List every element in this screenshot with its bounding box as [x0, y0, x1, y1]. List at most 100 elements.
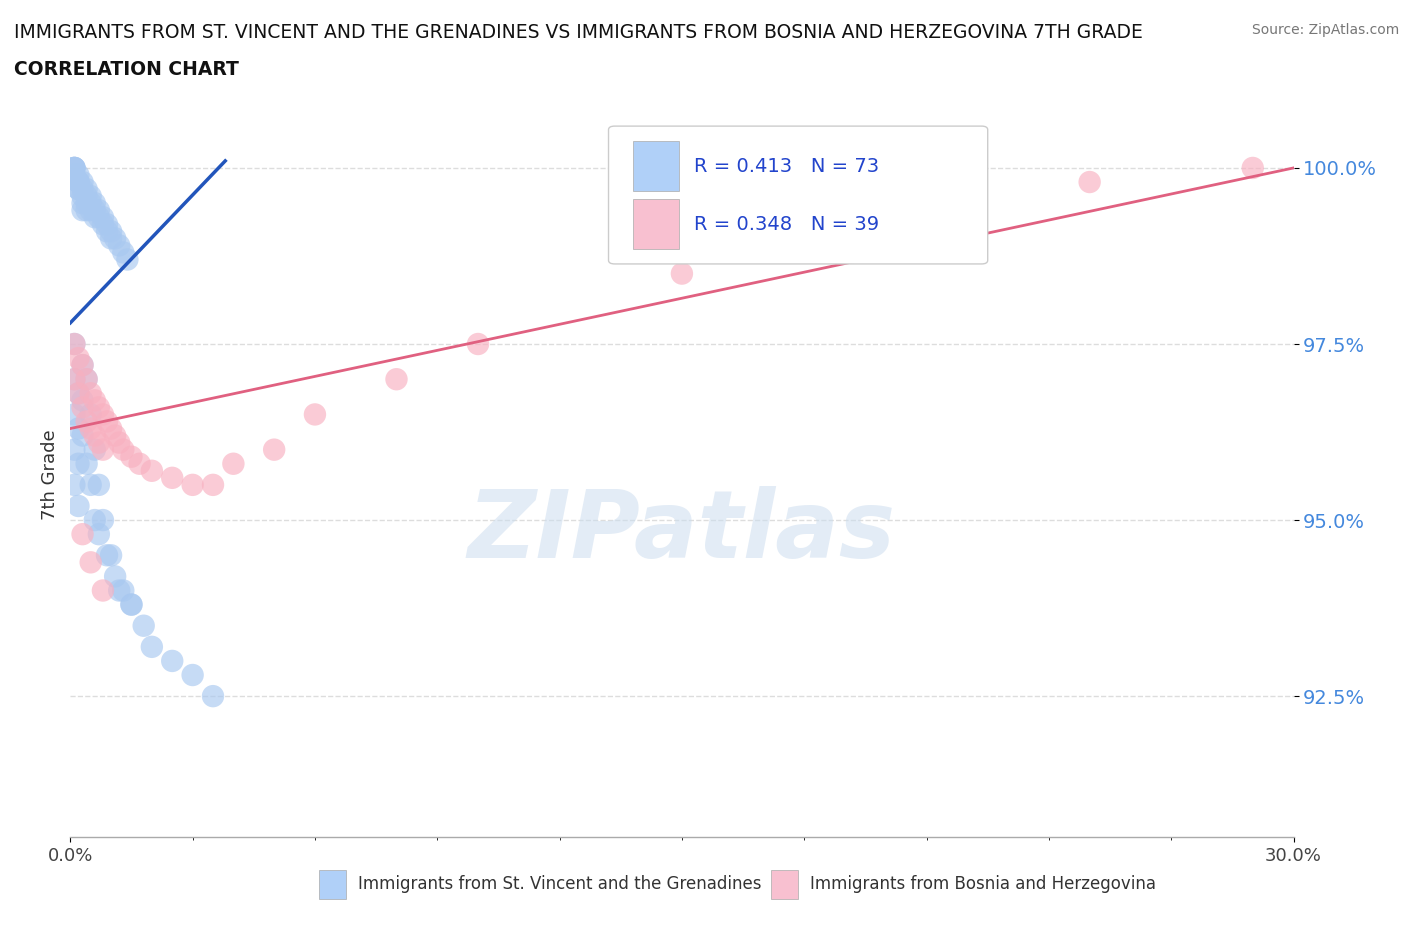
Point — [87, 435, 110, 450]
Point — [76, 372, 98, 387]
Text: IMMIGRANTS FROM ST. VINCENT AND THE GRENADINES VS IMMIGRANTS FROM BOSNIA AND HER: IMMIGRANTS FROM ST. VINCENT AND THE GREN… — [14, 23, 1143, 42]
Point — [67, 386, 90, 401]
Point — [91, 407, 114, 422]
Point — [162, 654, 183, 669]
Point — [112, 442, 135, 457]
Point — [202, 689, 225, 704]
Point — [63, 167, 86, 182]
Point — [91, 583, 114, 598]
Text: Source: ZipAtlas.com: Source: ZipAtlas.com — [1251, 23, 1399, 37]
Point — [96, 414, 118, 429]
Point — [67, 181, 90, 196]
Point — [91, 512, 114, 527]
Point — [63, 167, 86, 182]
Point — [67, 175, 90, 190]
Point — [76, 203, 98, 218]
Point — [83, 512, 105, 527]
Point — [263, 442, 285, 457]
Point — [76, 457, 98, 472]
Point — [91, 210, 114, 225]
Point — [67, 457, 90, 472]
Point — [112, 583, 135, 598]
Point — [67, 421, 90, 436]
Point — [63, 167, 86, 182]
Point — [72, 400, 94, 415]
Point — [108, 238, 131, 253]
Point — [63, 161, 86, 176]
Point — [63, 372, 86, 387]
Point — [1241, 161, 1264, 176]
Point — [671, 266, 693, 281]
Point — [63, 161, 86, 176]
Text: ZIPatlas: ZIPatlas — [468, 486, 896, 578]
FancyBboxPatch shape — [609, 126, 987, 264]
Text: R = 0.413   N = 73: R = 0.413 N = 73 — [695, 156, 879, 176]
Y-axis label: 7th Grade: 7th Grade — [41, 429, 59, 520]
Point — [72, 203, 94, 218]
Point — [79, 203, 103, 218]
Point — [72, 181, 94, 196]
Point — [83, 203, 105, 218]
Point — [79, 189, 103, 204]
Point — [108, 583, 131, 598]
Point — [76, 181, 98, 196]
Point — [79, 555, 103, 570]
Point — [83, 428, 105, 443]
Point — [87, 526, 110, 541]
Point — [83, 392, 105, 407]
Point — [72, 195, 94, 210]
Point — [76, 195, 98, 210]
Point — [67, 175, 90, 190]
Point — [91, 217, 114, 232]
Point — [72, 428, 94, 443]
Point — [100, 548, 122, 563]
Point — [83, 442, 105, 457]
Point — [121, 449, 143, 464]
Point — [79, 407, 103, 422]
Point — [128, 457, 150, 472]
Point — [467, 337, 489, 352]
Point — [79, 421, 103, 436]
Point — [96, 224, 118, 239]
Point — [100, 231, 122, 246]
Point — [72, 526, 94, 541]
Point — [96, 217, 118, 232]
Point — [83, 195, 105, 210]
Point — [79, 477, 103, 492]
Point — [100, 421, 122, 436]
Point — [181, 477, 204, 492]
Point — [222, 457, 245, 472]
Point — [76, 372, 98, 387]
Point — [202, 477, 225, 492]
Point — [63, 161, 86, 176]
Text: R = 0.348   N = 39: R = 0.348 N = 39 — [695, 215, 879, 233]
Point — [141, 463, 163, 478]
Point — [304, 407, 326, 422]
Point — [63, 337, 86, 352]
Point — [132, 618, 155, 633]
Point — [76, 189, 98, 204]
Point — [87, 203, 110, 218]
Point — [67, 498, 90, 513]
Point — [72, 392, 94, 407]
Point — [121, 597, 143, 612]
Point — [72, 358, 94, 373]
Point — [63, 372, 86, 387]
Point — [108, 435, 131, 450]
Point — [67, 175, 90, 190]
Bar — [772, 870, 799, 898]
Point — [104, 231, 127, 246]
Point — [72, 175, 94, 190]
Point — [104, 569, 127, 584]
Point — [87, 210, 110, 225]
Point — [72, 189, 94, 204]
Point — [1078, 175, 1101, 190]
Point — [162, 471, 183, 485]
Point — [79, 195, 103, 210]
Point — [104, 428, 127, 443]
Point — [87, 477, 110, 492]
Point — [100, 224, 122, 239]
Point — [141, 640, 163, 655]
Point — [72, 358, 94, 373]
Point — [63, 477, 86, 492]
